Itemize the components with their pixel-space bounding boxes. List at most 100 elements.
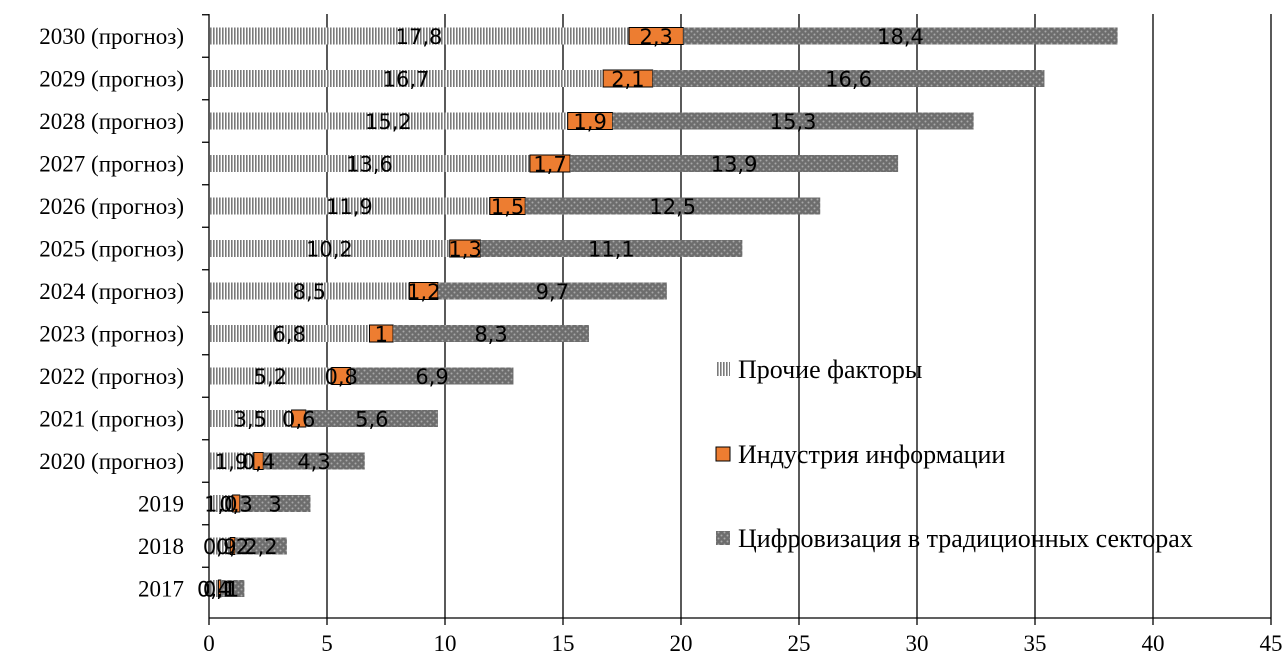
data-label: 3,5 [234,408,267,432]
data-label: 9,7 [536,280,569,304]
category-label: 2020 (прогноз) [39,449,184,474]
data-label: 1 [375,323,388,347]
data-label: 8,3 [474,323,507,347]
bar-segment-3 [570,155,899,172]
data-label: 2,1 [611,68,644,92]
legend-label-2: Индустрия информации [738,440,1005,469]
data-label: 0,4 [242,450,275,474]
bar-segment-3 [239,495,311,512]
data-label: 6,8 [273,323,306,347]
data-label: 0,6 [282,408,315,432]
category-label: 2029 (прогноз) [39,67,184,92]
data-label: 12,5 [649,195,696,219]
data-label: 18,4 [877,25,924,49]
x-tick-label: 35 [1024,631,1047,655]
bar-segment-1 [209,410,292,427]
category-label: 2026 (прогноз) [39,194,184,219]
legend-swatch-3 [716,531,730,545]
data-label: 13,6 [346,153,393,177]
data-label: 1,5 [491,195,524,219]
bar-segment-3 [437,282,667,300]
data-label: 1,3 [448,238,481,262]
data-label: 11,1 [588,238,635,262]
x-tick-label: 5 [321,631,333,655]
bar-segment-3 [350,367,514,385]
bar-segment-3 [305,410,438,427]
category-label: 2019 [138,492,184,517]
x-tick-label: 10 [434,631,457,655]
data-label: 8,5 [293,280,326,304]
bar-segment-3 [220,580,245,597]
category-label: 2028 (прогноз) [39,109,184,134]
data-label: 0,1 [203,578,236,602]
data-label: 1,9 [573,110,606,134]
x-tick-label: 40 [1142,631,1165,655]
x-tick-label: 0 [203,631,215,655]
bar-segment-1 [209,27,630,45]
data-label: 0,8 [324,365,357,389]
x-tick-label: 15 [552,631,575,655]
legend-swatch-1 [716,362,730,376]
bar-segment-3 [652,70,1045,87]
bar-segment-1 [209,112,568,130]
data-label: 1 [226,578,239,602]
bar-segment-1 [209,325,370,342]
data-label: 1,2 [407,280,440,304]
axes: 0 5 10 15 20 25 30 35 40 45 2017 2018 2019 2020 (прог… [39,14,1283,655]
data-label: 16,7 [383,68,430,92]
bar-segment-1 [209,495,233,512]
data-label: 6,9 [415,365,448,389]
data-label: 1,7 [533,153,566,177]
data-label: 2,2 [244,535,277,559]
bar-segment-1 [209,70,604,87]
category-label: 2021 (прогноз) [39,407,184,432]
data-label: 1,9 [215,450,248,474]
category-label: 2027 (прогноз) [39,152,184,177]
data-label: 10,2 [306,238,353,262]
category-label: 2025 (прогноз) [39,237,184,262]
bar-segment-3 [234,537,287,555]
data-label: 13,9 [711,153,758,177]
data-label: 17,8 [396,25,443,49]
bar-segment-1 [209,580,219,597]
bar-segment-1 [209,197,490,215]
legend-swatch-2 [715,446,731,462]
data-label: 3 [268,493,281,517]
x-tick-label: 25 [788,631,811,655]
category-label: 2017 [138,577,184,602]
legend-label-1: Прочие факторы [738,355,922,384]
data-label: 2,3 [640,25,673,49]
bar-segment-3 [612,112,974,130]
data-label: 1,0 [204,493,237,517]
x-tick-label: 30 [906,631,929,655]
bar-segment-1 [209,367,332,385]
legend-label-3: Цифровизация в традиционных секторах [738,524,1193,553]
bars [209,27,1118,598]
bar-segment-1 [209,240,450,257]
bar-segment-1 [209,452,254,470]
data-label: 0,4 [197,578,230,602]
bar-segment-3 [683,27,1118,45]
data-labels: 0,40,110,90,22,21,00,3 31,90,4 4,33,5 0,6 5,… [197,25,924,602]
x-tick-label: 45 [1260,631,1283,655]
data-label: 15,3 [770,110,817,134]
data-label: 4,3 [297,450,330,474]
legend: Прочие факторы Индустрия информации Цифров… [715,355,1193,553]
x-tick-label: 20 [670,631,693,655]
data-label: 11,9 [326,195,373,219]
category-label: 2030 (прогноз) [39,24,184,49]
data-label: 15,2 [365,110,412,134]
data-label: 0,3 [219,493,252,517]
bar-segment-3 [480,240,743,257]
category-label: 2018 [138,534,184,559]
data-label: 0,9 [203,535,236,559]
bar-segment-1 [209,282,410,300]
data-label: 5,2 [254,365,287,389]
data-label: 5,6 [355,408,388,432]
category-label: 2024 (прогноз) [39,279,184,304]
category-label: 2023 (прогноз) [39,322,184,347]
category-label: 2022 (прогноз) [39,364,184,389]
data-label: 16,6 [825,68,872,92]
data-label: 0,2 [216,535,249,559]
